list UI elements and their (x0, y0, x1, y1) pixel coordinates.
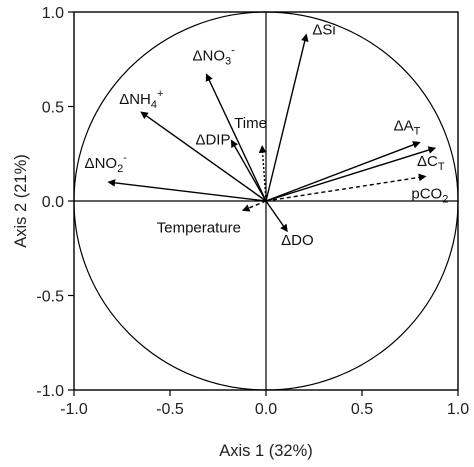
x-tick-label: 0.5 (351, 401, 373, 418)
vector-label: Temperature (157, 219, 241, 236)
loading-vector (140, 111, 267, 202)
vector-label: ΔDIP (195, 132, 230, 149)
loading-vector (265, 141, 421, 202)
x-axis-title: Axis 1 (32%) (219, 442, 313, 460)
x-tick-label: 0.0 (255, 401, 277, 418)
loading-vector (258, 145, 267, 202)
vector-label: ΔNO2- (85, 152, 128, 175)
vector-label: ΔNH4+ (119, 88, 163, 111)
loading-vector (107, 179, 267, 202)
vector-label: ΔCT (417, 153, 445, 173)
loading-vector (230, 139, 267, 202)
loading-vector (205, 73, 267, 202)
y-tick-label: 0.5 (42, 100, 64, 117)
y-tick-label: -0.5 (36, 289, 64, 306)
vector-label: Time (234, 115, 267, 132)
loading-vector (265, 200, 288, 233)
vector-label: ΔAT (394, 117, 421, 137)
x-tick-label: -0.5 (156, 401, 184, 418)
loading-vector (265, 33, 309, 202)
vector-label: ΔNO3- (192, 44, 235, 67)
y-tick-label: -1.0 (36, 383, 64, 400)
loading-vector (241, 200, 267, 212)
y-axis-title: Axis 2 (21%) (12, 154, 30, 248)
loading-vector (265, 146, 437, 202)
y-tick-label: 1.0 (42, 5, 64, 22)
vector-label: pCO2 (411, 185, 448, 205)
loading-vector (265, 173, 427, 202)
y-tick-label: 0.0 (42, 194, 64, 211)
vector-label: ΔDO (281, 232, 314, 249)
vector-label: ΔSi (312, 22, 335, 39)
x-tick-label: 1.0 (447, 401, 469, 418)
x-tick-label: -1.0 (60, 401, 88, 418)
